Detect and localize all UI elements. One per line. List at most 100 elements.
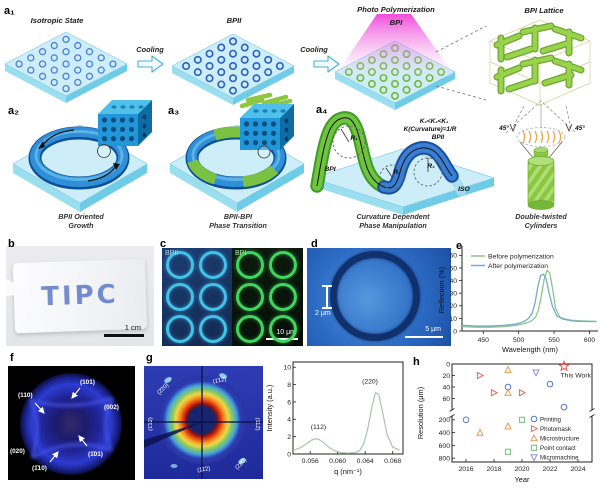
micro-ring (166, 283, 194, 311)
bpi-rod (504, 46, 534, 60)
lc-ring (205, 74, 214, 83)
director-chevron (534, 130, 538, 144)
tick-label: 20 (442, 373, 450, 380)
a4-caption-1: Curvature Dependent (356, 212, 430, 221)
growth-arrowhead (113, 163, 120, 170)
art-shape (527, 200, 555, 210)
art-shape (270, 140, 277, 146)
platform-side (5, 64, 66, 103)
micro-ring (199, 251, 227, 279)
scale-bar-label: 1 cm (124, 323, 141, 332)
art-shape (262, 109, 268, 113)
tick-label: 0 (453, 328, 457, 335)
micro-ring (199, 315, 227, 343)
lc-ring (217, 43, 226, 52)
measure-cap-bottom (322, 307, 332, 309)
tick-label: 50 (449, 265, 457, 272)
cone-line (519, 141, 535, 160)
angle-tick (565, 123, 573, 133)
tick-label: 0 (287, 451, 291, 458)
radius-circle (379, 164, 405, 190)
lc-ring (252, 61, 261, 70)
series-After polymerization (461, 273, 597, 327)
art-shape (119, 117, 126, 123)
lc-ring (50, 78, 58, 87)
tick-label: 600 (584, 337, 596, 344)
point-This Work (557, 359, 571, 372)
panel-label-c: c (160, 238, 167, 250)
bpi-micrograph: BPI 10 μm (232, 248, 303, 346)
bpi-rod (540, 40, 572, 54)
stage1-title: Isotropic State (31, 16, 85, 25)
point-Point contact (504, 448, 512, 455)
art-shape (243, 130, 250, 136)
tick-label: 0 (446, 361, 450, 368)
art-shape (110, 117, 117, 123)
legend-marker (530, 433, 538, 442)
reflection-020: (020) (10, 448, 25, 455)
a4-curvature-eq: K(Curvature)=1/R (404, 126, 457, 133)
platform-side (80, 164, 147, 212)
bpi-rod (261, 94, 289, 106)
platform-side (237, 164, 304, 212)
tick-label: 450 (478, 337, 490, 344)
x-axis-label: q (nm⁻¹) (334, 467, 362, 476)
point-Micromachine (532, 369, 540, 377)
dtc-angle-left: 45° (498, 124, 509, 132)
connector-line (565, 105, 572, 130)
tick-label: 0.060 (329, 458, 346, 465)
stage3-title-line1: Photo Polymerization (357, 5, 435, 14)
scale-bar-label: 5 μm (425, 326, 441, 333)
panel-c-micrographs: BPII BPI 10 μm (162, 248, 303, 346)
art-shape (128, 126, 135, 132)
legend-label: Micromachine (540, 455, 579, 462)
art-shape (138, 105, 144, 109)
a2-caption-1: BPII Oriented (58, 212, 104, 221)
lc-ring (217, 68, 226, 77)
lc-ring (50, 66, 58, 74)
lc-ring (240, 80, 249, 89)
legend-marker (530, 415, 538, 423)
growth-arrowhead (38, 141, 45, 149)
saxs-label-m112: (1̄12) (148, 417, 154, 431)
panel-label-b: b (8, 238, 15, 250)
angle-tick (509, 123, 517, 133)
lc-ring (229, 74, 238, 83)
platform-side (395, 72, 455, 110)
legend-label: Before polymerization (488, 253, 554, 260)
panel-label-f: f (10, 352, 14, 364)
panel-b-photo: TIPC 1 cm (6, 246, 154, 346)
art-shape (527, 156, 555, 166)
micro-ring (166, 251, 194, 279)
lc-ring (182, 61, 191, 70)
art-shape (101, 136, 108, 142)
panel-label-e: e (456, 240, 463, 252)
radius-circle (413, 157, 443, 187)
lc-ring (85, 60, 94, 68)
a2-caption-2: Growth (68, 221, 94, 230)
platform-side (233, 66, 294, 105)
peak-annotation: (112) (311, 424, 326, 431)
saxs-label-11m2: (112̄) (254, 417, 260, 430)
tick-label: 600 (439, 443, 451, 450)
art-shape (119, 126, 126, 132)
series-intensity (292, 391, 400, 454)
y-axis-label: Resolution (μm) (416, 387, 425, 439)
dtc-caption-1: Double-twisted (515, 212, 567, 221)
uv-beam (335, 14, 455, 76)
saxs-label-m11m2: (1̄12̄) (213, 377, 228, 386)
lc-ring (38, 60, 47, 68)
connector-line (511, 105, 525, 130)
break-mark (589, 408, 595, 412)
stage4-title: BPI Lattice (524, 6, 564, 15)
a4-k-inequality: K₃<K₂<K₁ (420, 118, 448, 125)
lc-ring (97, 66, 105, 74)
a3-caption-2: Phase Transition (209, 221, 267, 230)
break-mark (449, 414, 455, 418)
kossel-labels: (110) (101) (002) (1̄01) (020) (1̄10) (10, 379, 119, 472)
saxs-pattern: (2̄20) (1̄12̄) (1̄12) (112̄) (11̄2) (22̄… (144, 366, 263, 479)
point-Photomask (476, 371, 485, 380)
tick-label: 8 (287, 382, 291, 389)
panel-label-g: g (146, 352, 153, 364)
